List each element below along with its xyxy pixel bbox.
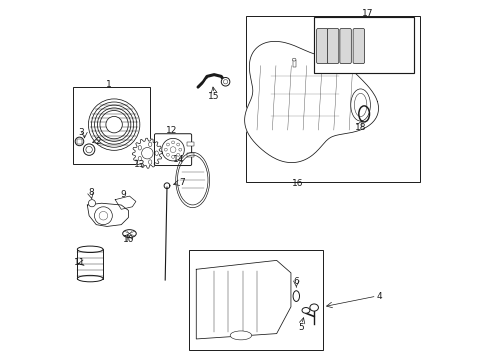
Polygon shape (196, 260, 290, 339)
Circle shape (171, 141, 174, 144)
Circle shape (106, 116, 122, 133)
Text: 10: 10 (122, 235, 134, 244)
FancyBboxPatch shape (339, 28, 350, 64)
Bar (292, 60, 295, 67)
Text: 12: 12 (165, 126, 177, 135)
Text: 5: 5 (298, 323, 304, 332)
Text: 3: 3 (78, 128, 83, 137)
Ellipse shape (138, 157, 141, 161)
Text: 9: 9 (120, 190, 126, 199)
Text: 2: 2 (95, 137, 101, 146)
Text: 17: 17 (361, 9, 373, 18)
Circle shape (166, 153, 169, 156)
Circle shape (221, 77, 229, 86)
Polygon shape (115, 196, 136, 209)
Text: 6: 6 (293, 277, 299, 286)
Circle shape (86, 147, 92, 153)
Text: 4: 4 (376, 292, 382, 301)
Circle shape (170, 147, 176, 153)
Bar (186, 153, 194, 157)
Bar (77, 139, 82, 144)
Circle shape (164, 148, 167, 151)
Circle shape (179, 148, 182, 151)
Circle shape (88, 200, 95, 207)
Circle shape (176, 153, 179, 156)
Circle shape (223, 80, 227, 84)
FancyBboxPatch shape (326, 28, 338, 64)
Polygon shape (132, 138, 162, 168)
Text: 13: 13 (134, 160, 145, 169)
Circle shape (83, 144, 95, 156)
FancyBboxPatch shape (352, 28, 364, 64)
Circle shape (166, 143, 169, 146)
FancyBboxPatch shape (154, 134, 191, 166)
Text: 8: 8 (88, 188, 94, 197)
Ellipse shape (148, 160, 152, 164)
Text: 16: 16 (291, 179, 303, 188)
Text: 11: 11 (74, 258, 86, 267)
Circle shape (94, 207, 112, 225)
Polygon shape (244, 41, 378, 163)
Ellipse shape (350, 89, 370, 121)
Text: 7: 7 (179, 178, 184, 187)
Ellipse shape (292, 291, 299, 301)
Bar (313, 18, 413, 73)
Text: 14: 14 (172, 156, 183, 165)
Ellipse shape (122, 230, 136, 238)
Circle shape (75, 137, 83, 146)
Ellipse shape (77, 275, 103, 282)
Text: 15: 15 (208, 91, 220, 100)
Bar (186, 142, 194, 146)
Ellipse shape (230, 331, 251, 340)
Polygon shape (87, 203, 128, 226)
Bar (189, 249, 323, 350)
Ellipse shape (309, 304, 318, 311)
Bar (77, 249, 103, 279)
Circle shape (142, 148, 153, 159)
Text: 18: 18 (354, 123, 365, 132)
Bar (246, 16, 419, 182)
Circle shape (171, 156, 174, 158)
Ellipse shape (77, 246, 103, 252)
FancyBboxPatch shape (316, 28, 327, 64)
Ellipse shape (155, 151, 158, 156)
Ellipse shape (148, 142, 152, 147)
Text: 1: 1 (106, 80, 111, 89)
Bar (73, 87, 149, 164)
Ellipse shape (292, 58, 295, 61)
Ellipse shape (302, 307, 309, 313)
Circle shape (176, 143, 179, 146)
Ellipse shape (138, 145, 141, 150)
